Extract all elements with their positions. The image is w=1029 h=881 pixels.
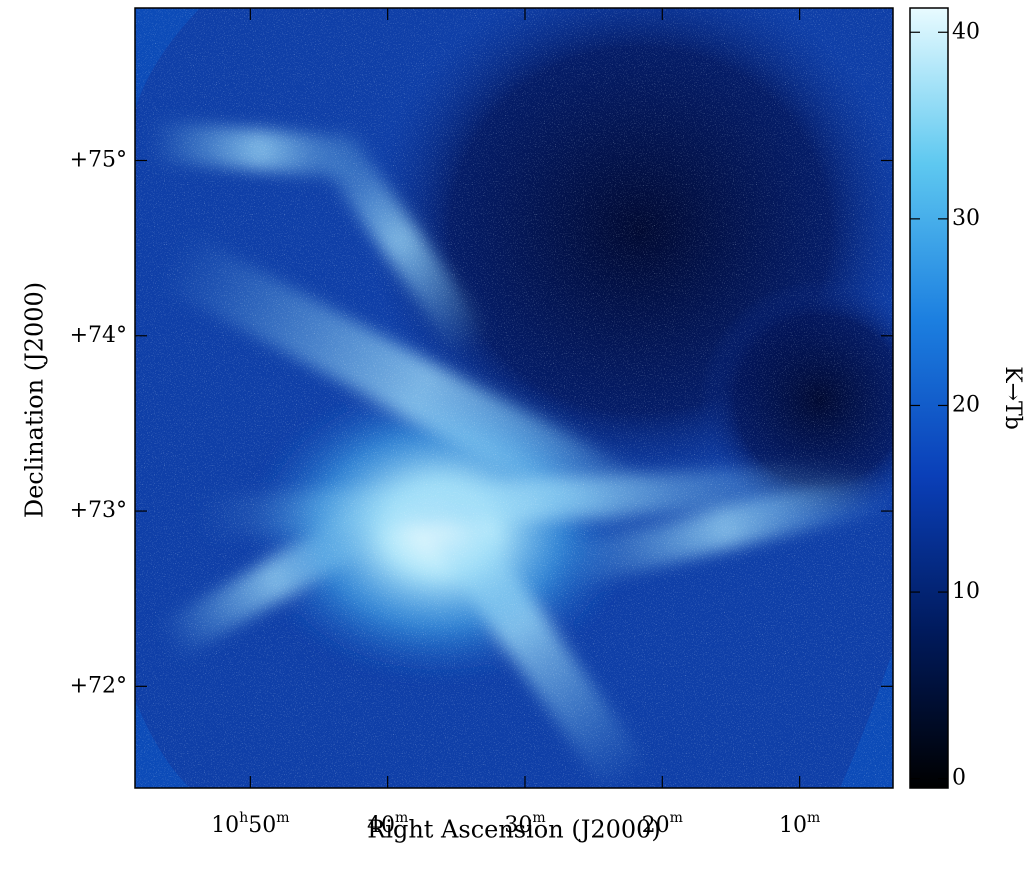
x-axis-title: Right Ascension (J2000) (367, 816, 661, 844)
colorbar-tick-label: 10 (952, 579, 980, 604)
y-tick-label: +75° (70, 147, 127, 172)
colorbar (909, 7, 949, 789)
y-axis-title: Declination (J2000) (21, 282, 49, 518)
colorbar-tick-label: 40 (952, 19, 980, 44)
colorbar-title: K→Tb (1000, 366, 1025, 430)
colorbar-tick-label: 0 (952, 766, 966, 791)
x-tick-label: 20m (642, 810, 683, 838)
y-tick-label: +73° (70, 498, 127, 523)
colorbar-tick-label: 30 (952, 206, 980, 231)
y-tick-label: +72° (70, 673, 127, 698)
x-tick-label: 10h50m (211, 810, 289, 838)
sky-image (135, 8, 893, 788)
y-tick-label: +74° (70, 323, 127, 348)
x-tick-label: 10m (779, 810, 820, 838)
plot-frame (134, 7, 894, 789)
x-tick-label: 40m (367, 810, 408, 838)
colorbar-tick-label: 20 (952, 392, 980, 417)
x-tick-label: 30m (504, 810, 545, 838)
